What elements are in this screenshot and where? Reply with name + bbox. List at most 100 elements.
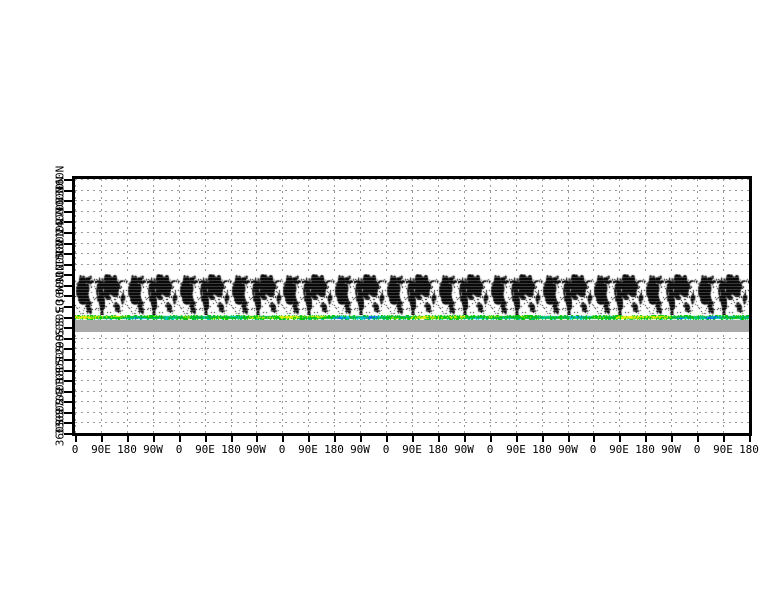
gridline-horizontal [75,253,749,254]
y-axis-tick [64,211,72,213]
x-axis-tick [282,435,284,442]
gridline-horizontal [75,348,749,349]
gridline-horizontal [75,338,749,339]
x-axis-tick [697,435,699,442]
y-axis-tick [64,295,72,297]
x-axis-tick [723,435,725,442]
x-axis-tick [749,435,751,442]
x-axis-tick-label: 0 [278,443,286,456]
y-axis-tick [64,179,72,181]
x-axis-tick [75,435,77,442]
x-axis-tick-label: 90W [143,443,163,456]
x-axis-tick [516,435,518,442]
gridline-horizontal [75,380,749,381]
gridline-horizontal [75,190,749,191]
data-canvas [75,315,749,320]
y-axis-tick [64,306,72,308]
x-axis-tick [179,435,181,442]
y-axis-tick [64,200,72,202]
x-axis-tick-label: 0 [589,443,597,456]
gridline-horizontal [75,179,749,180]
x-axis-tick-label: 90W [454,443,474,456]
y-axis-tick [64,422,72,424]
gridline-horizontal [75,370,749,371]
x-axis-tick [386,435,388,442]
y-axis-tick [64,221,72,223]
x-axis-tick-label: 180 [428,443,448,456]
x-axis-tick [542,435,544,442]
y-axis-tick [64,317,72,319]
gridline-horizontal [75,243,749,244]
gridline-horizontal [75,422,749,423]
x-axis-tick-label: 0 [693,443,701,456]
grey-mask-band [75,320,749,332]
x-axis-tick-label: 180 [739,443,759,456]
x-axis-tick [490,435,492,442]
x-axis-tick [438,435,440,442]
x-axis-tick-label: 90E [195,443,215,456]
y-axis-tick [64,264,72,266]
plot-frame [72,176,752,436]
y-axis-tick [64,274,72,276]
x-axis-tick [153,435,155,442]
gridline-horizontal [75,221,749,222]
y-axis-tick [64,243,72,245]
y-axis-tick [64,348,72,350]
x-axis-tick-label: 0 [71,443,79,456]
x-axis-tick [645,435,647,442]
x-axis-tick-label: 180 [117,443,137,456]
x-axis-tick [101,435,103,442]
plot-area [75,179,749,433]
y-axis-tick [64,232,72,234]
x-axis-tick [360,435,362,442]
x-axis-tick [593,435,595,442]
x-axis-tick [568,435,570,442]
x-axis-tick [256,435,258,442]
gridline-horizontal [75,412,749,413]
y-axis-tick [64,327,72,329]
y-axis-tick [64,380,72,382]
x-axis-tick [334,435,336,442]
x-axis-tick-label: 0 [382,443,390,456]
x-axis-tick [412,435,414,442]
gridline-horizontal [75,200,749,201]
x-axis-tick-label: 90E [609,443,629,456]
x-axis-tick-label: 90E [506,443,526,456]
y-axis-tick [64,359,72,361]
x-axis-tick [464,435,466,442]
x-axis-tick-label: 0 [175,443,183,456]
x-axis-tick [671,435,673,442]
x-axis-tick [619,435,621,442]
gridline-horizontal [75,232,749,233]
x-axis-tick-label: 90W [350,443,370,456]
y-axis-tick [64,412,72,414]
x-axis-tick [308,435,310,442]
y-axis-tick [64,253,72,255]
data-band [75,315,749,320]
x-axis-tick-label: 180 [221,443,241,456]
gridline-horizontal [75,264,749,265]
x-axis-tick-label: 180 [324,443,344,456]
x-axis-tick-label: 180 [635,443,655,456]
y-axis-tick [64,401,72,403]
coastline-map-band [75,274,749,316]
y-axis-tick [64,391,72,393]
x-axis-tick-label: 90W [661,443,681,456]
x-axis-tick-label: 90E [298,443,318,456]
gridline-horizontal [75,211,749,212]
gridline-horizontal [75,359,749,360]
x-axis-tick-label: 90E [91,443,111,456]
y-axis-tick [64,433,72,435]
x-axis-tick-label: 180 [532,443,552,456]
y-axis-tick [64,190,72,192]
x-axis-tick-label: 90W [246,443,266,456]
x-axis-tick [127,435,129,442]
x-axis-tick-label: 90E [402,443,422,456]
x-axis-tick-label: 90E [713,443,733,456]
gridline-horizontal [75,401,749,402]
x-axis-tick-label: 0 [486,443,494,456]
gridline-horizontal [75,391,749,392]
x-axis-tick-label: 90W [558,443,578,456]
y-axis-tick [64,370,72,372]
